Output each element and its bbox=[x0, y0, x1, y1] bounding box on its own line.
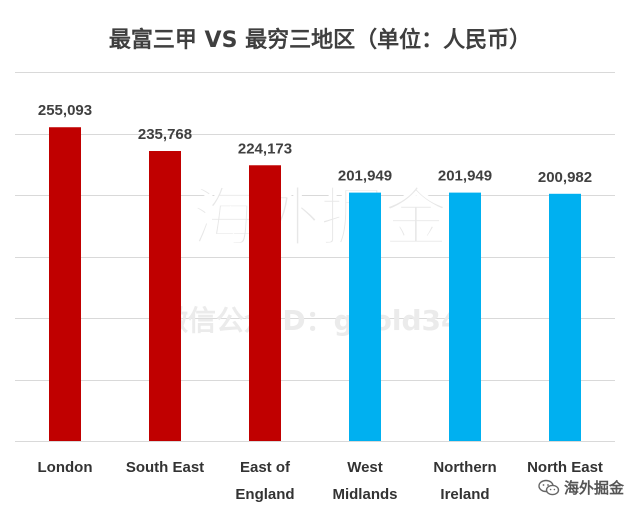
watermark-main-text: 海外掘金 bbox=[192, 181, 449, 256]
data-label-1: 235,768 bbox=[138, 126, 192, 143]
brand-mark: 海外掘金 bbox=[538, 477, 624, 498]
data-label-2: 224,173 bbox=[238, 140, 292, 157]
data-label-5: 200,982 bbox=[538, 169, 592, 186]
x-tick-label-1-0: South East bbox=[126, 459, 204, 476]
x-tick-label-4-1: Ireland bbox=[440, 486, 489, 503]
watermark: 海外掘金 微信公众ID：geold349 bbox=[159, 180, 480, 337]
bar-0 bbox=[49, 127, 81, 442]
grid-layer bbox=[15, 72, 615, 442]
chart-title: 最富三甲 VS 最穷三地区（单位：人民币） bbox=[108, 28, 532, 53]
watermark-sub-text: 微信公众ID：geold349 bbox=[159, 304, 480, 337]
brand-label: 海外掘金 bbox=[563, 479, 624, 497]
data-label-0: 255,093 bbox=[38, 102, 92, 119]
x-axis-ticks: London South East East of England West Midlan… bbox=[38, 459, 603, 503]
x-tick-label-3-1: Midlands bbox=[332, 486, 397, 503]
wechat-icon bbox=[538, 479, 560, 495]
data-label-4: 201,949 bbox=[438, 168, 492, 185]
data-label-3: 201,949 bbox=[338, 168, 392, 185]
x-tick-label-2-0: East of bbox=[240, 459, 291, 476]
bar-2 bbox=[249, 165, 281, 441]
bar-1 bbox=[149, 151, 181, 441]
bar-layer bbox=[49, 127, 581, 442]
bar-3 bbox=[349, 192, 381, 441]
x-tick-label-4-0: Northern bbox=[433, 459, 496, 476]
bar-5 bbox=[549, 193, 581, 441]
x-tick-label-5-0: North East bbox=[527, 459, 603, 476]
x-tick-label-3-0: West bbox=[347, 459, 383, 476]
bar-4 bbox=[449, 192, 481, 441]
x-tick-label-0-0: London bbox=[38, 459, 93, 476]
x-tick-label-2-1: England bbox=[235, 486, 294, 503]
label-layer: 255,093 235,768 224,173 201,949 201,949 200,9… bbox=[38, 102, 592, 186]
